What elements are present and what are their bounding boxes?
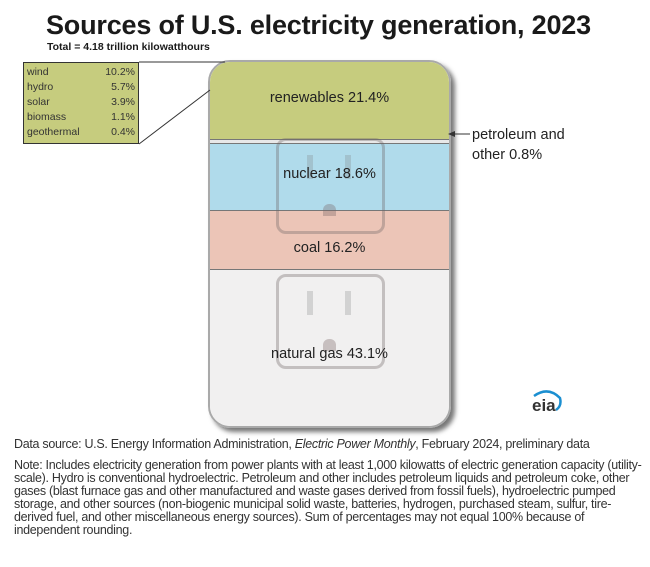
bar-segment-renewables	[210, 62, 449, 140]
bar-segment-petroleum-and-other	[210, 139, 449, 144]
bar-segment-coal	[210, 211, 449, 270]
breakdown-value: 3.9%	[111, 96, 135, 108]
breakdown-value: 1.1%	[111, 111, 135, 123]
breakdown-value: 5.7%	[111, 81, 135, 93]
outlet-face-top-icon	[276, 138, 385, 234]
eia-logo-arc-icon	[533, 390, 562, 412]
breakdown-name: solar	[27, 96, 50, 108]
breakdown-name: wind	[27, 66, 49, 78]
petroleum-label-line1: petroleum and	[472, 127, 565, 143]
eia-logo: eia	[532, 390, 562, 416]
petroleum-pointer-arrow-icon	[448, 131, 455, 137]
breakdown-row: hydro 5.7%	[27, 80, 135, 95]
breakdown-value: 10.2%	[105, 66, 135, 78]
bar-label-natural-gas: natural gas 43.1%	[271, 346, 388, 362]
chart-title: Sources of U.S. electricity generation, …	[46, 10, 591, 40]
outlet-stacked-bar: renewables 21.4% nuclear 18.6% coal 16.2…	[208, 60, 451, 428]
renewables-breakdown-table: wind 10.2% hydro 5.7% solar 3.9% biomass 1.1…	[23, 62, 139, 144]
breakdown-name: biomass	[27, 111, 67, 123]
petroleum-label-line2: other 0.8%	[472, 147, 543, 163]
footer: Data source: U.S. Energy Information Adm…	[14, 438, 644, 537]
breakdown-row: geothermal 0.4%	[27, 125, 135, 140]
connector-line-bottom	[138, 89, 211, 145]
source-suffix: , February 2024, preliminary data	[415, 437, 590, 451]
source-prefix: Data source: U.S. Energy Information Adm…	[14, 437, 295, 451]
bar-label-coal: coal 16.2%	[293, 240, 366, 256]
breakdown-name: hydro	[27, 81, 54, 93]
bar-label-renewables: renewables 21.4%	[269, 90, 390, 106]
eia-logo-text: eia	[532, 396, 556, 415]
breakdown-row: biomass 1.1%	[27, 110, 135, 125]
bar-label-nuclear: nuclear 18.6%	[283, 166, 376, 182]
bar-segment-nuclear	[210, 143, 449, 212]
source-publication: Electric Power Monthly	[294, 437, 416, 451]
breakdown-row: solar 3.9%	[27, 95, 135, 110]
bar-segment-natural-gas	[210, 269, 449, 426]
petroleum-label: petroleum and other 0.8%	[472, 125, 565, 165]
footnote: Note: Includes electricity generation fr…	[14, 458, 642, 537]
outlet-face-bottom-icon	[276, 274, 385, 369]
data-source: Data source: U.S. Energy Information Adm…	[14, 438, 644, 451]
breakdown-value: 0.4%	[111, 126, 135, 138]
breakdown-row: wind 10.2%	[27, 65, 135, 80]
chart-subtitle: Total = 4.18 trillion kilowatthours	[47, 41, 210, 53]
breakdown-name: geothermal	[27, 126, 80, 138]
